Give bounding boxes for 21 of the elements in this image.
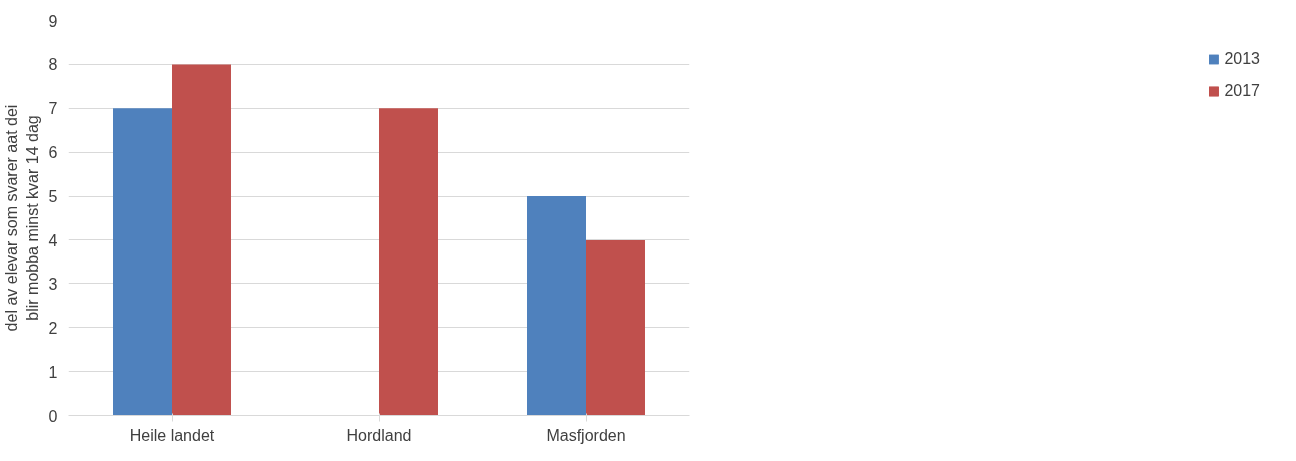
bar — [586, 239, 645, 416]
legend-label: 2017 — [1224, 82, 1260, 100]
y-tick-label: 6 — [48, 144, 58, 162]
bar — [113, 108, 172, 416]
bar — [527, 196, 586, 416]
y-tick-label: 3 — [48, 275, 58, 293]
y-tick-label: 4 — [48, 231, 58, 249]
y-tick-label: 8 — [48, 56, 58, 74]
y-tick-label: 2 — [48, 319, 58, 337]
bar — [379, 108, 438, 416]
y-tick-label: 5 — [48, 188, 58, 206]
x-tick-label: Masfjorden — [546, 426, 626, 444]
x-tick-label: Hordland — [346, 426, 412, 444]
y-tick-label: 1 — [48, 363, 58, 381]
legend-label: 2013 — [1224, 50, 1260, 68]
y-tick-label: 9 — [48, 12, 58, 30]
x-tick-label: Heile landet — [129, 426, 215, 444]
bar — [172, 64, 231, 416]
y-tick-label: 0 — [48, 407, 58, 425]
y-axis-title: del av elevar som svarer aat dei blir mobba minst kvar 14 dag — [3, 104, 41, 332]
y-tick-label: 7 — [48, 100, 58, 118]
